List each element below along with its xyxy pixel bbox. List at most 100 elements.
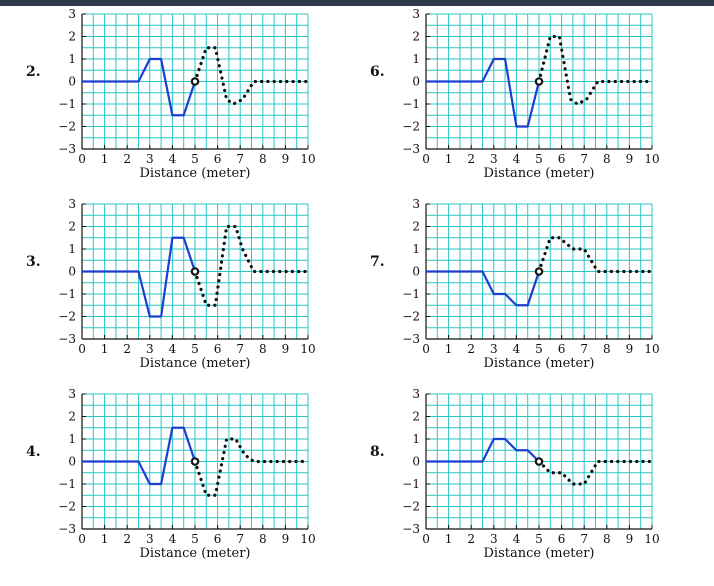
x-tick-label: 5 — [535, 152, 543, 166]
open-point — [534, 77, 544, 86]
problem-number: 6. — [370, 64, 385, 80]
x-tick-label: 2 — [123, 152, 131, 166]
y-tick-label: 1 — [68, 242, 76, 256]
x-tick-label: 0 — [422, 532, 430, 546]
x-tick-label: 4 — [169, 342, 177, 356]
x-tick-label: 8 — [259, 152, 267, 166]
x-tick-label: 4 — [513, 152, 521, 166]
y-tick-label: −1 — [402, 477, 420, 491]
y-tick-label: 3 — [412, 197, 420, 211]
y-tick-label: −2 — [58, 310, 76, 324]
y-tick-label: 1 — [68, 432, 76, 446]
x-tick-label: 7 — [236, 532, 244, 546]
wave-dotted-line — [193, 437, 310, 497]
x-tick-label: 6 — [214, 152, 222, 166]
x-tick-label: 3 — [490, 532, 498, 546]
plot-problem-6: 6. 0 1 2 3 4 5 6 7 8 9 10 −3 −2 −1 0 1 2 3 Distance (meter… — [370, 7, 714, 202]
y-tick-label: 2 — [68, 410, 76, 424]
x-axis-title: Distance (meter) — [483, 356, 594, 371]
y-tick-label: 1 — [412, 432, 420, 446]
y-tick-label: −3 — [402, 522, 420, 536]
y-tick-label: −2 — [402, 500, 420, 514]
y-tick-label: 3 — [68, 387, 76, 401]
x-tick-label: 5 — [191, 532, 199, 546]
y-tick-label: 0 — [412, 265, 420, 279]
y-tick-label: 0 — [68, 455, 76, 469]
x-tick-label: 1 — [101, 342, 109, 356]
x-tick-label: 3 — [490, 342, 498, 356]
y-tick-label: −1 — [58, 287, 76, 301]
y-tick-label: 2 — [68, 220, 76, 234]
x-tick-label: 8 — [603, 342, 611, 356]
x-tick-label: 6 — [558, 532, 566, 546]
x-tick-label: 9 — [626, 532, 634, 546]
y-tick-label: 3 — [412, 387, 420, 401]
y-tick-label: 1 — [412, 52, 420, 66]
problem-number: 2. — [26, 64, 41, 80]
open-point — [534, 267, 544, 276]
wave-solid-line — [426, 437, 540, 463]
plot-problem-2: 2. 0 1 2 3 4 5 6 7 8 9 10 −3 −2 −1 0 1 2 3 Distance (meter… — [26, 7, 412, 202]
x-tick-label: 3 — [146, 532, 154, 546]
x-tick-label: 4 — [513, 532, 521, 546]
x-tick-label: 0 — [422, 152, 430, 166]
x-axis-title: Distance (meter) — [483, 166, 594, 181]
x-tick-label: 0 — [78, 342, 86, 356]
x-tick-label: 7 — [236, 152, 244, 166]
open-point — [534, 457, 544, 466]
x-tick-label: 0 — [422, 342, 430, 356]
plot-problem-4: 4. 0 1 2 3 4 5 6 7 8 9 10 −3 −2 −1 0 1 2 3 Distance (meter… — [26, 387, 412, 582]
wave-dotted-line — [537, 459, 654, 486]
wave-solid-line — [82, 236, 197, 318]
x-tick-label: 3 — [146, 342, 154, 356]
x-tick-label: 2 — [123, 342, 131, 356]
x-tick-label: 0 — [78, 152, 86, 166]
y-tick-label: 2 — [412, 220, 420, 234]
plot-problem-8: 8. 0 1 2 3 4 5 6 7 8 9 10 −3 −2 −1 0 1 2 3 Distance (meter… — [370, 387, 714, 582]
x-tick-label: 9 — [626, 152, 634, 166]
x-tick-label: 10 — [644, 152, 659, 166]
wave-solid-line — [82, 426, 197, 486]
x-tick-label: 2 — [467, 152, 475, 166]
x-tick-label: 10 — [300, 342, 315, 356]
x-tick-label: 10 — [644, 532, 659, 546]
x-tick-label: 9 — [626, 342, 634, 356]
x-tick-label: 1 — [101, 532, 109, 546]
wave-dotted-line — [193, 224, 310, 307]
x-tick-label: 7 — [580, 532, 588, 546]
y-tick-label: 0 — [412, 455, 420, 469]
x-tick-label: 4 — [169, 532, 177, 546]
y-tick-label: −2 — [58, 500, 76, 514]
x-tick-label: 5 — [535, 342, 543, 356]
x-tick-label: 8 — [603, 152, 611, 166]
x-tick-label: 3 — [490, 152, 498, 166]
open-point — [190, 457, 200, 466]
y-tick-label: −3 — [402, 332, 420, 346]
x-tick-label: 6 — [214, 342, 222, 356]
y-tick-label: −2 — [402, 310, 420, 324]
x-tick-label: 4 — [169, 152, 177, 166]
x-tick-label: 2 — [467, 532, 475, 546]
x-tick-label: 6 — [558, 342, 566, 356]
x-axis-title: Distance (meter) — [139, 356, 250, 371]
x-tick-label: 8 — [603, 532, 611, 546]
wave-solid-line — [82, 57, 197, 117]
x-tick-label: 5 — [191, 152, 199, 166]
x-tick-label: 9 — [282, 152, 290, 166]
x-tick-label: 3 — [146, 152, 154, 166]
problem-number: 8. — [370, 444, 385, 460]
wave-dotted-line — [537, 236, 654, 274]
y-tick-label: 2 — [412, 410, 420, 424]
open-point — [190, 77, 200, 86]
y-tick-label: 0 — [412, 75, 420, 89]
y-tick-label: −1 — [402, 287, 420, 301]
x-axis-title: Distance (meter) — [139, 546, 250, 561]
plot-problem-7: 7. 0 1 2 3 4 5 6 7 8 9 10 −3 −2 −1 0 1 2 3 Distance (meter… — [370, 197, 714, 392]
wave-solid-line — [426, 270, 541, 307]
x-tick-label: 6 — [214, 532, 222, 546]
